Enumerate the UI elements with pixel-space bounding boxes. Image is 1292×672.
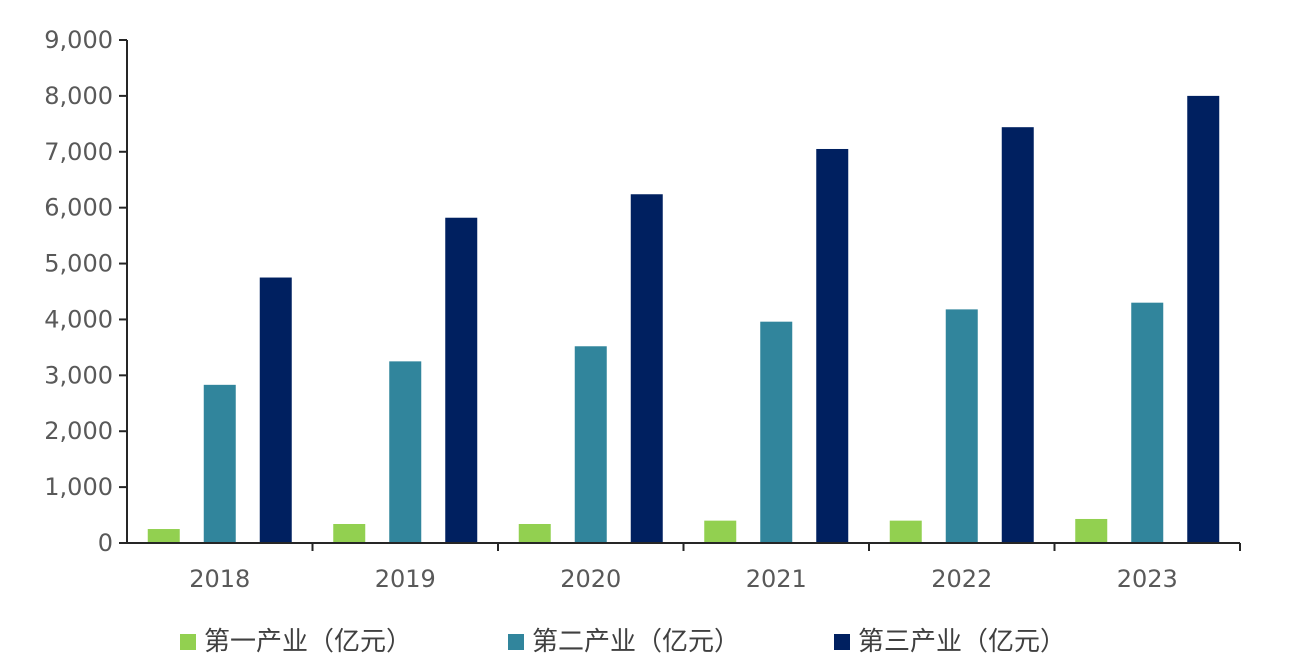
bar-3-2023 [1187,95,1220,543]
x-tick-label: 2018 [189,565,250,593]
legend-swatch-1 [180,634,196,650]
bar-3-2020 [630,194,663,543]
x-tick-label: 2021 [746,565,807,593]
bar-3-2018 [259,277,292,543]
bar-1-2020 [518,523,551,543]
y-axis: 0 1,000 2,000 3,000 4,000 5,000 6,000 7,000 8,00… [44,26,128,557]
y-tick-label: 6,000 [44,194,113,222]
y-tick-label: 5,000 [44,250,113,278]
bar-1-2021 [704,520,737,543]
legend-swatch-3 [834,634,850,650]
legend-label-3: 第三产业（亿元） [858,627,1066,657]
bar-2-2021 [760,321,793,543]
bar-2-2022 [945,309,978,543]
y-tick-label: 8,000 [44,82,113,110]
y-tick-label: 2,000 [44,417,113,445]
bar-2-2020 [574,346,607,543]
x-axis: 2018 2019 2020 2021 2022 2023 [127,542,1241,593]
legend-label-2: 第二产业（亿元） [532,627,740,657]
bar-1-2019 [333,523,366,543]
x-tick-label: 2023 [1117,565,1178,593]
bar-2-2018 [203,384,236,543]
x-tick-label: 2022 [931,565,992,593]
y-tick-label: 7,000 [44,138,113,166]
x-tick-label: 2020 [560,565,621,593]
legend: 第一产业（亿元） 第二产业（亿元） 第三产业（亿元） [180,627,1066,657]
legend-label-1: 第一产业（亿元） [204,627,412,657]
y-tick-label: 4,000 [44,305,113,333]
legend-swatch-2 [508,634,524,650]
bar-3-2022 [1001,127,1034,543]
bar-2-2023 [1131,302,1164,543]
bars [147,95,1220,543]
bar-3-2021 [816,148,849,543]
y-tick-label: 1,000 [44,473,113,501]
y-tick-label: 3,000 [44,361,113,389]
x-tick-label: 2019 [375,565,436,593]
y-tick-label: 0 [98,529,113,557]
bar-2-2019 [389,361,422,543]
bar-1-2018 [147,529,180,543]
y-tick-label: 9,000 [44,26,113,54]
bar-3-2019 [445,217,478,543]
bar-1-2022 [889,520,922,543]
bar-1-2023 [1075,518,1108,543]
